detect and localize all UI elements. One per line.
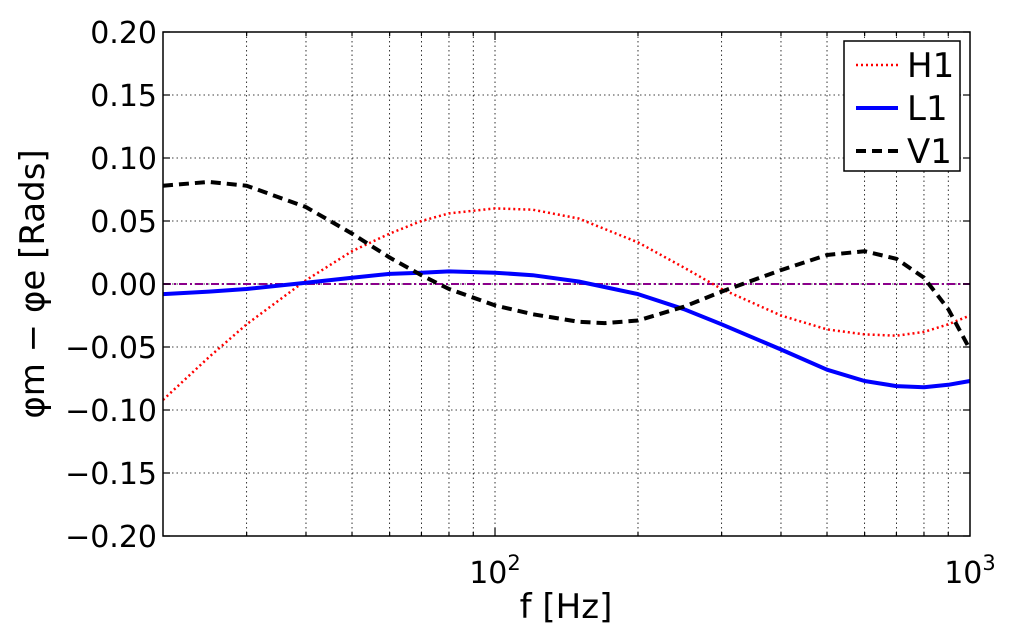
y-tick-label: 0.00 (90, 268, 157, 303)
x-axis-label: f [Hz] (520, 587, 613, 627)
legend-label-l1: L1 (907, 89, 948, 129)
y-axis-label: φm − φe [Rads] (13, 149, 53, 418)
legend-label-v1: V1 (907, 132, 952, 172)
y-axis-label-text: φm − φe [Rads] (13, 149, 53, 418)
y-tick-label: −0.15 (65, 457, 157, 492)
x-tick-label: 102 (469, 551, 521, 591)
y-tick-label: 0.20 (90, 16, 157, 51)
y-tick-label: 0.10 (90, 142, 157, 177)
y-tick-label: −0.10 (65, 394, 157, 429)
y-tick-label: 0.15 (90, 79, 157, 114)
y-tick-label: −0.05 (65, 331, 157, 366)
x-tick-label: 103 (944, 551, 996, 591)
series-line-l1 (162, 269, 971, 390)
series-line-h1 (162, 207, 971, 401)
x-axis: 102 103 (246, 32, 996, 591)
y-tick-label: −0.20 (65, 520, 157, 555)
y-tick-label: 0.05 (90, 205, 157, 240)
series-line-v1 (162, 179, 972, 351)
y-axis: −0.20 −0.15 −0.10 −0.05 0.00 0.05 0.10 0.15 0.20 (65, 16, 970, 555)
series-layer (162, 179, 972, 401)
legend-label-h1: H1 (907, 46, 954, 86)
